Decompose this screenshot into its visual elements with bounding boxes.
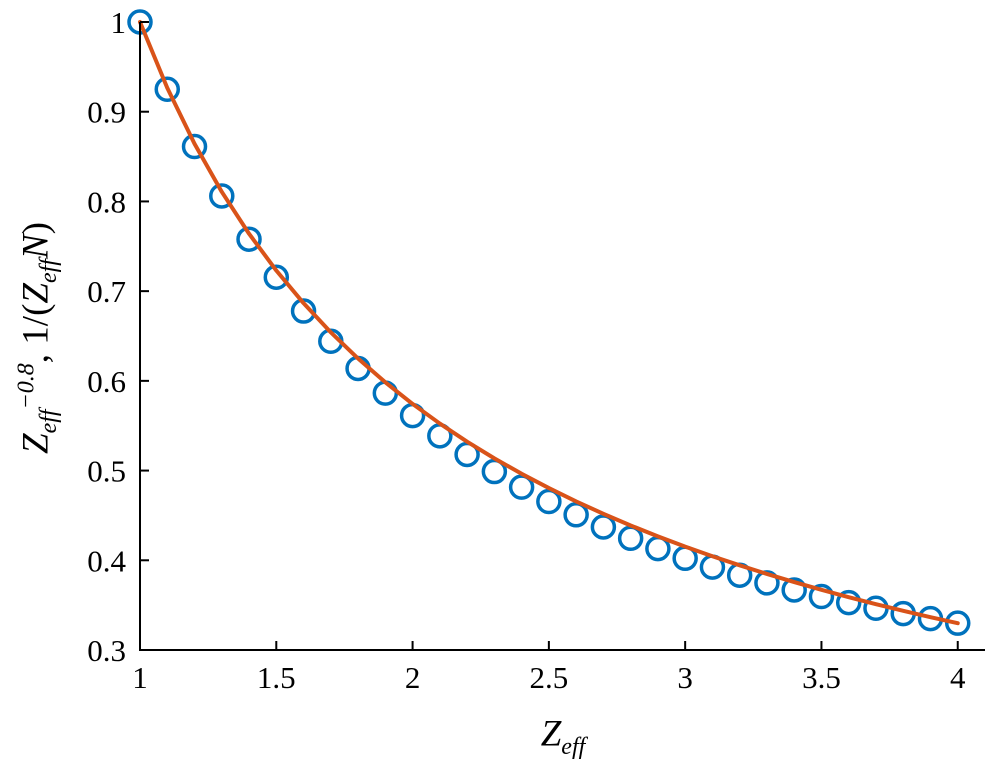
data-marker: [154, 76, 181, 103]
y-tick-label: 0.3: [87, 633, 126, 668]
y-tick-label: 0.9: [87, 95, 126, 130]
y-axis-label-sub2: eff: [35, 259, 62, 284]
x-tick-label: 1.5: [257, 660, 296, 695]
x-tick-label: 4: [950, 660, 966, 695]
data-marker: [236, 226, 262, 252]
y-axis-label-z1: Z: [15, 433, 57, 454]
data-marker: [835, 589, 862, 616]
y-axis-label-n: N: [15, 234, 57, 260]
y-axis-label-sup1: −0.8: [13, 363, 40, 410]
y-tick-label: 0.4: [87, 543, 126, 578]
fit-line: [138, 20, 960, 626]
y-tick-label: 0.8: [87, 184, 126, 219]
data-marker: [181, 133, 208, 160]
data-marker: [372, 380, 399, 406]
scatter-series: [127, 9, 971, 636]
data-marker: [563, 502, 589, 528]
data-marker: [263, 264, 290, 290]
data-marker: [781, 577, 807, 603]
y-axis-label: Zeff−0.8, 1/(ZeffN): [13, 222, 62, 454]
x-axis-label-sub: eff: [561, 733, 586, 760]
y-axis-label-mid: , 1/(: [15, 303, 57, 364]
x-tick-label: 3.5: [802, 660, 841, 695]
y-axis-label-end: ): [15, 222, 57, 235]
y-tick-label: 0.7: [87, 274, 126, 309]
axes: [139, 22, 985, 651]
y-tick-label: 0.6: [87, 364, 126, 399]
x-axis-label-z: Z: [540, 713, 562, 755]
data-marker: [508, 474, 535, 500]
x-tick-label: 2: [405, 660, 421, 695]
y-tick-label: 1: [111, 5, 127, 40]
x-tick-label: 3: [677, 660, 693, 695]
y-axis-label-sub1: eff: [35, 409, 62, 434]
x-tick-label: 2.5: [529, 660, 568, 695]
data-marker: [944, 610, 971, 636]
data-marker: [536, 488, 562, 515]
data-marker: [808, 583, 835, 610]
x-axis-label: Zeff: [540, 713, 586, 759]
data-marker: [209, 183, 235, 209]
x-tick-label: 1: [132, 660, 148, 695]
data-marker: [590, 514, 617, 540]
y-axis-label-z2: Z: [15, 283, 57, 304]
y-tick-label: 0.5: [87, 454, 126, 489]
